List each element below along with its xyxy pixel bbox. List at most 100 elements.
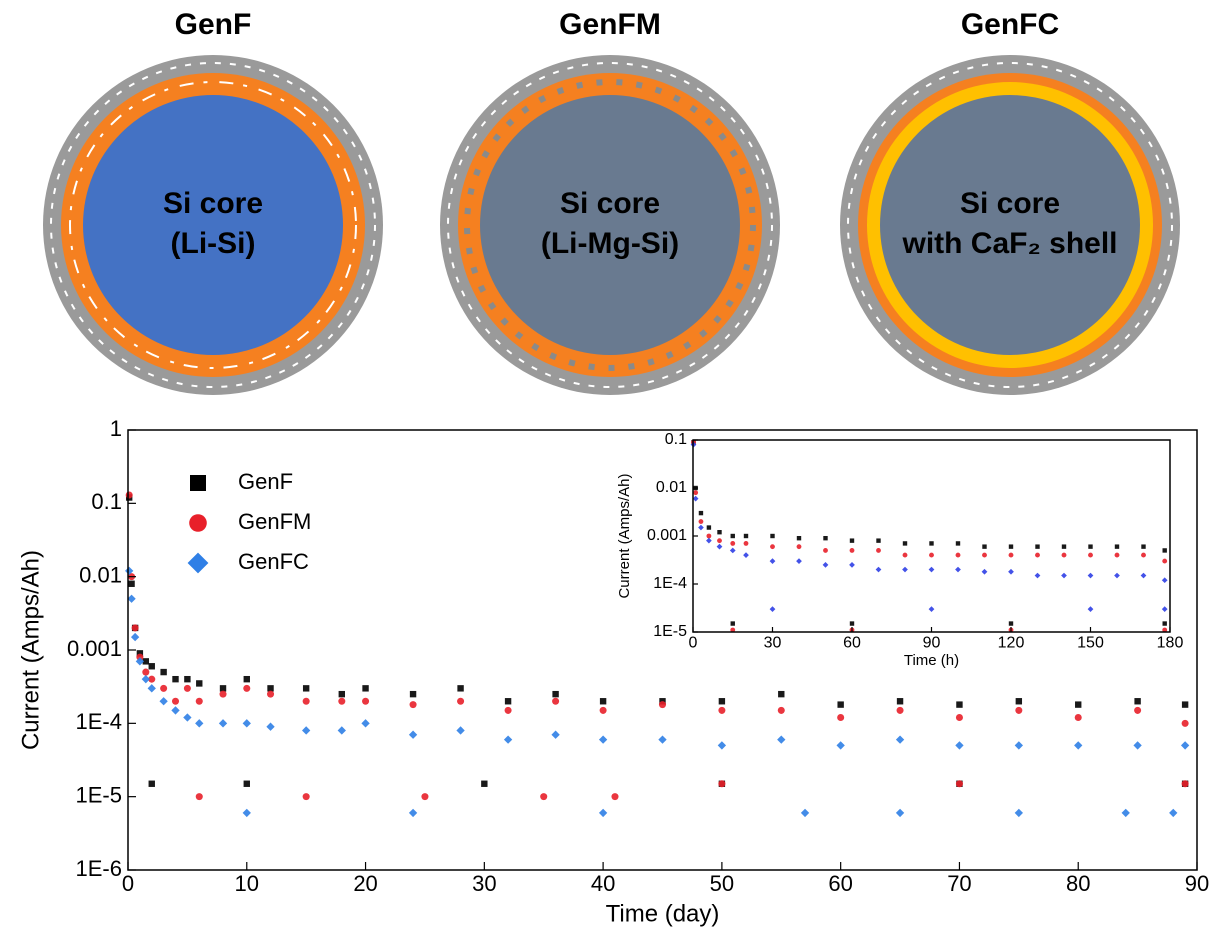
marker [242, 719, 251, 728]
marker [1061, 544, 1067, 549]
marker [729, 547, 736, 554]
marker [895, 735, 905, 744]
shell-cracks [847, 62, 1173, 388]
marker [302, 685, 310, 692]
marker [599, 698, 607, 705]
chart: 0.1 0.01 0.001 1E-4 1E-50 30 60 90 120 150 180 Time… [616, 431, 1183, 669]
marker [408, 730, 418, 739]
marker [243, 675, 250, 683]
diagram-genfc: GenFC Si core with CaF₂ shell [840, 8, 1180, 395]
y-tick-label: 1E-4 [76, 709, 122, 734]
marker [1161, 577, 1168, 584]
marker [822, 562, 829, 568]
marker [706, 525, 712, 530]
marker [1134, 698, 1141, 705]
mg-particles [464, 79, 756, 371]
marker [718, 706, 726, 714]
marker [1074, 741, 1083, 750]
diagram-title: GenF [175, 8, 252, 41]
x-tick-label: 0 [122, 871, 134, 896]
marker [1141, 544, 1146, 549]
marker [929, 541, 934, 546]
marker [190, 475, 206, 491]
marker [1087, 572, 1094, 579]
marker [1034, 572, 1041, 579]
marker [551, 730, 560, 739]
marker [928, 606, 935, 612]
marker [362, 685, 369, 692]
y-tick-label: 1E-5 [653, 623, 687, 640]
marker [777, 735, 786, 744]
marker [698, 524, 704, 531]
marker [136, 653, 144, 661]
x-tick-label: 10 [235, 871, 259, 896]
marker [127, 594, 136, 603]
marker [717, 741, 727, 750]
y-tick-label: 0.01 [79, 562, 122, 587]
marker [769, 558, 776, 564]
marker [716, 543, 723, 550]
x-tick-label: 30 [764, 634, 782, 651]
marker [141, 675, 150, 684]
marker [1162, 548, 1167, 553]
marker [408, 808, 418, 818]
x-tick-label: 40 [591, 871, 615, 896]
marker [743, 533, 749, 539]
marker [135, 657, 145, 666]
marker [1133, 741, 1142, 750]
marker [266, 722, 275, 731]
marker [693, 490, 699, 496]
marker [1121, 808, 1130, 818]
marker [896, 698, 904, 705]
x-tick-label: 60 [828, 871, 852, 896]
shell-cracks [50, 62, 376, 388]
marker [183, 684, 191, 692]
marker [1114, 572, 1120, 579]
marker [849, 562, 855, 568]
marker [195, 793, 203, 801]
marker [1114, 552, 1120, 558]
x-axis-label: Time (h) [904, 652, 959, 669]
marker [148, 675, 156, 683]
inset-background [693, 440, 1170, 632]
x-tick-label: 60 [843, 634, 861, 651]
marker [928, 566, 935, 573]
marker [599, 706, 607, 714]
marker [218, 719, 228, 728]
x-tick-label: 150 [1077, 634, 1104, 651]
marker [896, 706, 904, 714]
marker [1161, 606, 1168, 612]
y-axis-label: Current (Amps/Ah) [17, 550, 44, 750]
marker [1015, 706, 1023, 714]
x-tick-label: 0 [689, 634, 698, 651]
marker [302, 793, 310, 801]
marker [1162, 558, 1168, 564]
sei-cracks [69, 81, 357, 369]
x-tick-label: 30 [472, 871, 496, 896]
marker [1014, 808, 1023, 818]
shell-cracks [447, 62, 773, 388]
marker [552, 697, 560, 705]
marker [1181, 719, 1189, 727]
marker [219, 685, 227, 692]
marker [1008, 544, 1014, 549]
marker [955, 741, 964, 750]
marker [243, 684, 251, 692]
marker [875, 566, 882, 573]
y-axis-label: Current (Amps/Ah) [616, 473, 633, 598]
marker [698, 519, 704, 524]
x-tick-label: 70 [947, 871, 971, 896]
marker [219, 690, 227, 698]
marker [1134, 706, 1142, 714]
marker [128, 580, 135, 587]
marker [1140, 572, 1147, 579]
x-tick-label: 90 [923, 634, 941, 651]
marker [955, 780, 963, 788]
marker [338, 690, 345, 698]
marker [1114, 544, 1120, 549]
marker [929, 552, 934, 558]
marker [481, 780, 488, 787]
marker [189, 514, 207, 532]
marker [195, 697, 203, 705]
